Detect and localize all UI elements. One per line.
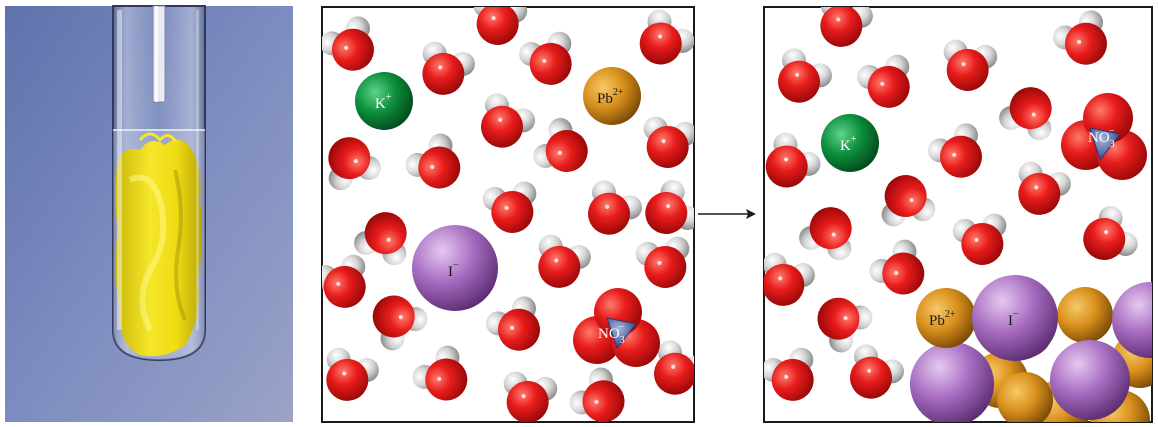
pb-ion-after: Pb2+ — [916, 288, 976, 348]
water-molecule — [588, 180, 642, 235]
svg-text:Pb2+: Pb2+ — [929, 309, 956, 329]
water-molecules-after — [764, 7, 1138, 401]
no3-ion-subscript: 3 — [620, 335, 625, 346]
water-molecule — [486, 296, 540, 351]
water-molecule — [405, 133, 461, 189]
water-molecule — [322, 16, 374, 71]
k-ion-label: K — [840, 138, 851, 154]
water-molecule — [482, 181, 537, 233]
no3-ion-label: NO — [598, 326, 620, 342]
k-ion-label: K — [375, 96, 386, 112]
no3-ion-charge: − — [619, 322, 625, 333]
water-molecule — [943, 39, 998, 91]
pipette — [152, 5, 166, 103]
water-molecule — [881, 175, 936, 227]
water-molecule — [481, 93, 535, 148]
water-molecules-before — [322, 7, 694, 422]
water-molecule — [869, 239, 925, 295]
water-molecule — [533, 118, 588, 172]
water-molecule — [778, 48, 832, 103]
water-molecule — [538, 234, 591, 288]
water-molecule — [850, 344, 904, 399]
svg-text:K+: K+ — [840, 134, 857, 154]
svg-text:K+: K+ — [375, 92, 392, 112]
water-molecule — [1018, 161, 1071, 215]
water-molecule — [645, 180, 694, 234]
water-molecule — [928, 123, 982, 178]
water-molecule — [473, 7, 528, 45]
water-molecule — [857, 54, 910, 108]
svg-text:NO3−: NO3 − — [1088, 126, 1115, 150]
water-molecule — [817, 297, 873, 353]
svg-text:I−: I− — [448, 260, 459, 280]
no3-ion-before: NO3 − — [573, 288, 660, 367]
svg-text:I−: I− — [1008, 309, 1019, 329]
water-molecule — [372, 295, 428, 351]
pb-ion-label: Pb — [929, 313, 945, 329]
pb-ion-label: Pb — [597, 91, 613, 107]
i-ion-charge: − — [1013, 309, 1019, 320]
water-molecule — [503, 371, 558, 422]
water-molecule — [764, 347, 814, 401]
k-ion-before: K+ — [355, 72, 413, 130]
i-ion-after: I− — [972, 275, 1058, 361]
k-ion-charge: + — [851, 134, 857, 145]
no3-ion-subscript: 3 — [1110, 139, 1115, 150]
k-ion-charge: + — [386, 92, 392, 103]
water-molecule — [999, 87, 1052, 141]
water-molecule — [765, 132, 821, 188]
water-molecule — [820, 7, 873, 47]
water-molecule — [654, 340, 694, 395]
water-molecule — [422, 41, 475, 95]
i-ion-label: I — [448, 264, 453, 280]
water-molecule — [328, 137, 381, 191]
svg-text:NO3−: NO3 − — [598, 322, 625, 346]
no3-ion-after: NO3 − — [1061, 93, 1147, 180]
svg-text:Pb2+: Pb2+ — [597, 87, 624, 107]
before-panel: K+ Pb2+ I− NO3− — [321, 6, 695, 423]
after-panel: K+ NO3− Pb2+ I− — [763, 6, 1153, 423]
water-molecule — [412, 345, 468, 401]
water-molecule — [569, 367, 625, 422]
test-tube-photo — [5, 5, 293, 422]
pb-ion-charge: 2+ — [613, 87, 624, 98]
i-ion-before: I− — [412, 225, 498, 311]
water-molecule — [354, 212, 407, 266]
water-molecule — [322, 254, 366, 308]
k-ion-after: K+ — [821, 114, 879, 172]
water-molecule — [1053, 10, 1107, 65]
water-molecule — [643, 116, 694, 168]
no3-ion-label: NO — [1088, 130, 1110, 146]
i-ion-charge: − — [453, 260, 459, 271]
water-molecule — [635, 236, 690, 288]
reaction-arrow — [698, 209, 756, 219]
pb-ion-charge: 2+ — [945, 309, 956, 320]
water-molecule — [799, 207, 852, 261]
water-molecule — [326, 347, 379, 401]
water-molecule — [519, 31, 572, 85]
water-molecule — [1083, 206, 1138, 260]
i-ion-label: I — [1008, 313, 1013, 329]
pb-ion-before: Pb2+ — [583, 67, 641, 125]
water-molecule — [764, 252, 815, 306]
water-molecule — [952, 213, 1007, 265]
water-molecule — [639, 9, 694, 65]
no3-ion-charge: − — [1109, 126, 1115, 137]
